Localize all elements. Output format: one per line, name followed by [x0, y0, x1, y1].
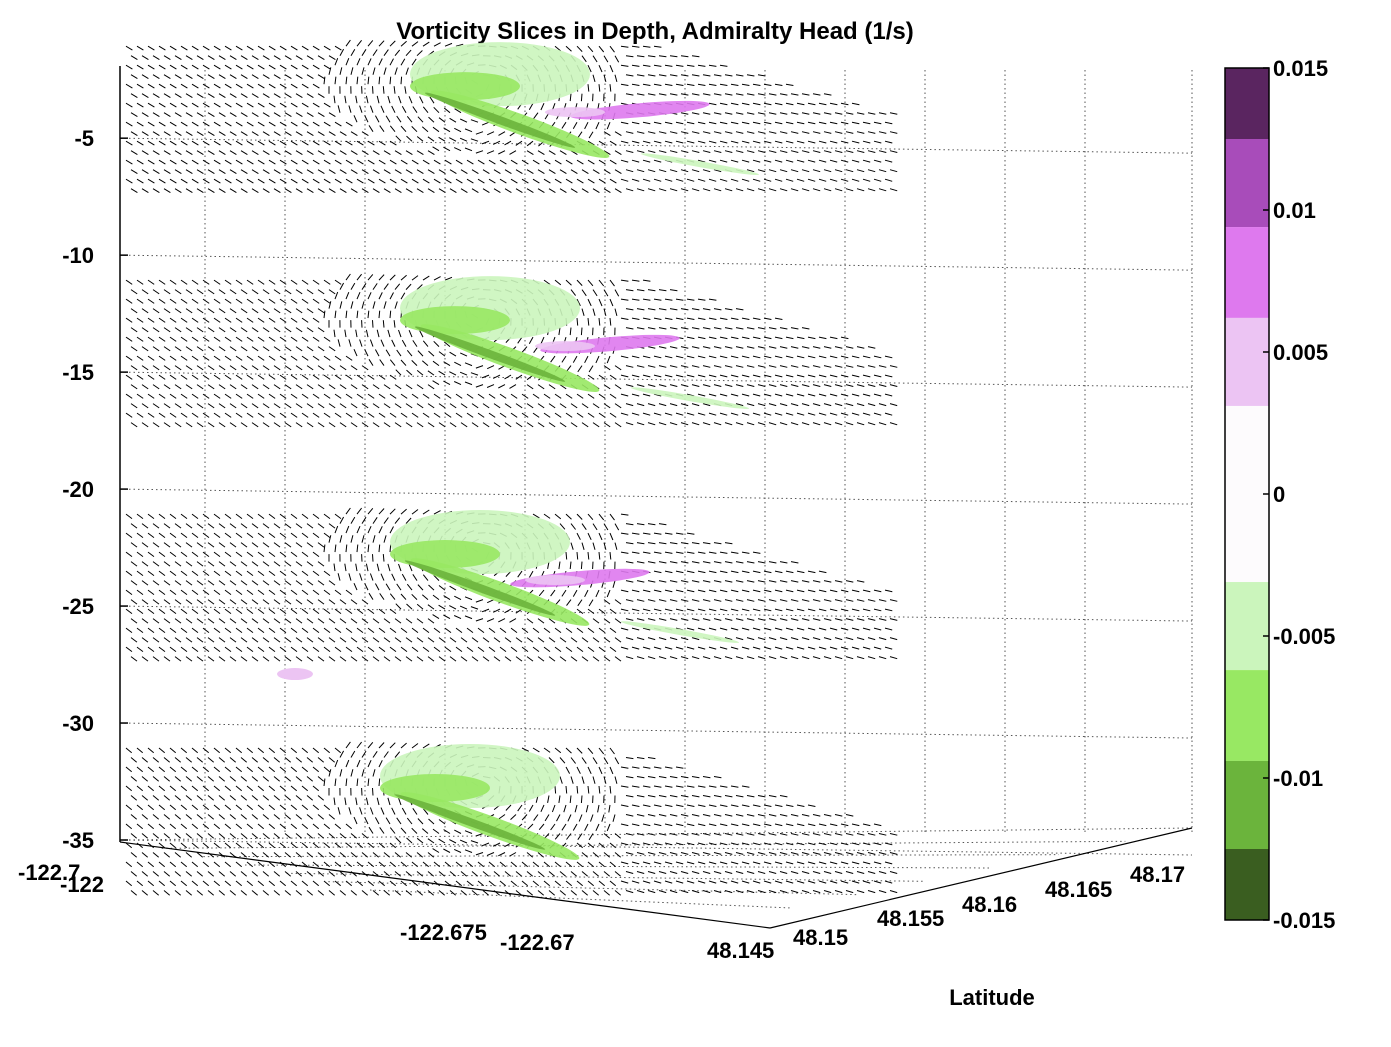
vorticity-patch — [380, 774, 490, 802]
z-tick-label: -30 — [62, 711, 94, 736]
axes — [119, 66, 1193, 929]
z-tick-label: -35 — [62, 828, 94, 853]
vorticity-patch — [620, 621, 740, 643]
colorbar: 0.015 0.01 0.005 0 -0.005 -0.01 -0.015 — [1224, 56, 1335, 933]
depth-slice — [125, 507, 898, 681]
vorticity-patch — [414, 326, 566, 382]
colorbar-tick-label: 0.015 — [1273, 56, 1328, 81]
vorticity-patch — [390, 540, 500, 569]
colorbar-level — [1225, 227, 1269, 318]
grid-line-floor — [119, 827, 1193, 841]
colorbar-level — [1225, 849, 1269, 920]
vorticity-patch — [545, 107, 605, 118]
vorticity-patch — [535, 341, 595, 352]
vorticity-patch — [640, 153, 760, 176]
velocity-arrows — [125, 507, 898, 662]
x-tick-label: -122 — [60, 872, 104, 897]
z-tick-label: -10 — [62, 243, 94, 268]
grid-line-floor — [328, 881, 859, 896]
grid-line-horizontal — [119, 254, 1193, 271]
y-tick-label: 48.17 — [1130, 862, 1185, 887]
grid-line-horizontal — [119, 605, 1193, 622]
colorbar-tick-label: -0.015 — [1273, 908, 1335, 933]
z-tick-label: -5 — [74, 126, 94, 151]
z-tick-label: -15 — [62, 360, 94, 385]
vorticity-patch — [404, 560, 556, 616]
vorticity-patch — [630, 387, 750, 409]
colorbar-level — [1225, 139, 1269, 228]
vorticity-slices — [125, 39, 898, 896]
grid-line-floor — [369, 889, 793, 909]
y-axis-label: Latitude — [949, 985, 1035, 1010]
colorbar-level — [1225, 760, 1269, 849]
vorticity-patch — [410, 72, 520, 101]
velocity-arrows — [125, 273, 898, 428]
z-axis-ticks: -5 -10 -15 -20 -25 -30 -35 — [62, 126, 128, 853]
y-axis-ticks: 48.145 48.15 48.155 48.16 48.165 48.17 — [707, 862, 1185, 963]
vorticity-patch — [400, 306, 510, 335]
vorticity-patch — [424, 92, 576, 148]
x-tick-label: -122.675 — [400, 920, 487, 945]
colorbar-tick-label: 0.01 — [1273, 198, 1316, 223]
grid-line-horizontal — [119, 137, 1193, 154]
grid-line-horizontal — [119, 839, 1193, 856]
grid-line-floor — [161, 840, 1126, 849]
arrow-field — [125, 507, 898, 662]
vorticity-patch — [570, 100, 710, 120]
grid-line-horizontal — [119, 371, 1193, 388]
x-tick-label: -122.67 — [500, 930, 575, 955]
colorbar-level — [1225, 317, 1269, 406]
depth-slice — [125, 741, 898, 896]
x-axis-line — [119, 841, 771, 929]
colorbar-tick-label: 0.005 — [1273, 340, 1328, 365]
vorticity-patch — [525, 575, 585, 586]
grid-line-floor — [203, 854, 1059, 858]
z-tick-label: -20 — [62, 477, 94, 502]
depth-slice — [125, 39, 898, 194]
y-tick-label: 48.16 — [962, 892, 1017, 917]
arrow-field — [125, 273, 898, 428]
vorticity-patch — [394, 794, 546, 850]
vorticity-patch — [277, 668, 313, 681]
colorbar-level — [1225, 405, 1269, 583]
grid-lines — [119, 70, 1193, 909]
colorbar-tick-label: -0.01 — [1273, 766, 1323, 791]
x-tick-label: -122.7 — [18, 860, 80, 885]
colorbar-level — [1225, 670, 1269, 761]
y-axis-line — [769, 827, 1193, 929]
colorbar-tick-label: 0 — [1273, 482, 1285, 507]
colorbar-level — [1225, 68, 1269, 139]
y-tick-label: 48.15 — [793, 925, 848, 950]
colorbar-tick-label: -0.005 — [1273, 624, 1335, 649]
grid-line-horizontal — [119, 488, 1193, 505]
z-tick-label: -25 — [62, 594, 94, 619]
chart-title: Vorticity Slices in Depth, Admiralty Hea… — [396, 18, 914, 45]
y-tick-label: 48.155 — [877, 906, 944, 931]
depth-slice — [125, 273, 898, 428]
colorbar-level — [1225, 582, 1269, 671]
y-tick-label: 48.145 — [707, 938, 774, 963]
x-axis-ticks: -122.7-122 -122.675 -122.67 — [18, 860, 575, 955]
grid-line-horizontal — [119, 722, 1193, 739]
y-tick-label: 48.165 — [1045, 877, 1112, 902]
grid-line-floor — [286, 872, 926, 882]
grid-line-floor — [244, 864, 993, 869]
